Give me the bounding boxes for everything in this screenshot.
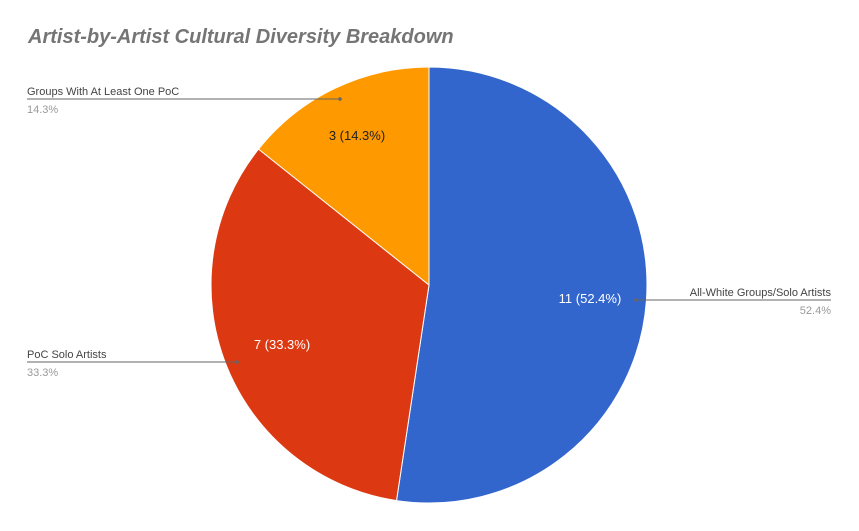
callout-percent-1: 52.4% [800, 305, 831, 317]
callout-percent-2: 33.3% [27, 367, 58, 379]
slice-data-label-2: 7 (33.3%) [254, 337, 310, 352]
callout-name-1: All-White Groups/Solo Artists [690, 287, 832, 299]
callout-percent-3: 14.3% [27, 104, 58, 116]
callout-name-2: PoC Solo Artists [27, 349, 107, 361]
callout-name-3: Groups With At Least One PoC [27, 86, 179, 98]
slice-data-label-1: 11 (52.4%) [559, 291, 622, 306]
pie-slice-3 [257, 66, 430, 287]
pie-slice-1 [395, 66, 648, 504]
chart-title: Artist-by-Artist Cultural Diversity Brea… [28, 26, 454, 48]
slice-data-label-3: 3 (14.3%) [329, 128, 385, 143]
pie-slice-2 [210, 148, 430, 502]
